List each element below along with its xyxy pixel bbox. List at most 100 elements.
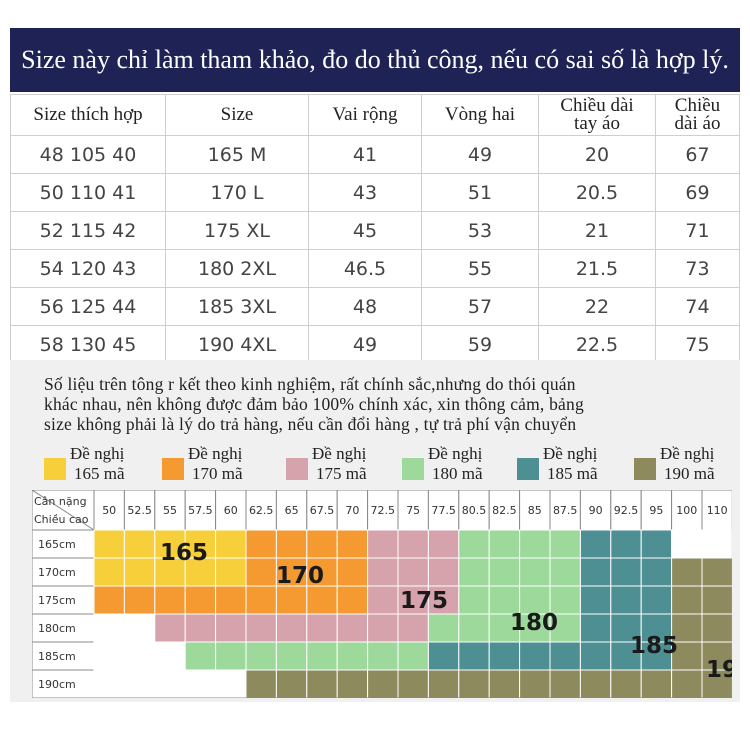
size-table-row: 50 110 41 170 L 43 51 20.5 69: [10, 173, 740, 212]
size-cell-shoulder: 49: [308, 325, 422, 364]
col-header-shoulder: Vai rộng: [308, 94, 422, 136]
legend-label: Đề nghị: [188, 444, 243, 463]
col-header-waist: Vòng hai: [421, 94, 539, 136]
grid-size-cell: [215, 613, 247, 643]
grid-weight-label: 70: [345, 504, 359, 517]
grid-size-cell: [519, 557, 551, 587]
grid-size-cell: [93, 557, 125, 587]
col-header-size: Size: [165, 94, 309, 136]
grid-size-cell: [458, 557, 490, 587]
grid-size-cell: [215, 585, 247, 615]
grid-size-cell: [488, 613, 521, 643]
disclaimer-banner: Size này chỉ làm tham khảo, đo do thủ cô…: [10, 28, 740, 92]
size-cell-sleeve: 21.5: [538, 249, 656, 288]
grid-weight-label: 92.5: [614, 504, 639, 517]
grid-size-cell: [306, 585, 338, 615]
grid-size-cell: [427, 529, 460, 559]
grid-weight-label: 85: [528, 504, 542, 517]
grid-size-cell: [275, 641, 308, 671]
legend-size: 165 mã: [74, 464, 125, 483]
grid-size-cell: [123, 585, 156, 615]
grid-weight-header-cell: [154, 490, 186, 531]
size-legend: Đề nghị 165 mã Đề nghị 170 mã Đề nghị 175 mã Đ…: [0, 444, 750, 484]
grid-size-cell: [549, 613, 581, 643]
grid-weight-header-cell: [640, 490, 673, 531]
size-cell-shoulder: 46.5: [308, 249, 422, 288]
grid-weight-label: 87.5: [553, 504, 578, 517]
grid-size-cell: [549, 669, 581, 698]
grid-size-cell: [93, 641, 125, 671]
size-table-row: 52 115 42 175 XL 45 53 21 71: [10, 211, 740, 250]
grid-size-cell: [397, 585, 429, 615]
grid-size-cell: [245, 585, 277, 615]
grid-size-cell: [488, 557, 521, 587]
grid-size-cell: [579, 529, 612, 559]
size-cell-size: 180 2XL: [165, 249, 309, 288]
grid-size-cell: [123, 557, 156, 587]
grid-weight-header-cell: [123, 490, 156, 531]
note-line-2: khác nhau, nên không được đảm bảo 100% c…: [44, 394, 584, 414]
grid-corner-weight-label: Cân nặng: [34, 495, 87, 508]
grid-size-cell: [306, 641, 338, 671]
grid-size-cell: [397, 669, 429, 698]
grid-weight-header-cell: [367, 490, 399, 531]
grid-size-cell: [427, 585, 460, 615]
grid-size-cell: [549, 529, 581, 559]
grid-size-cell: [640, 529, 673, 559]
size-note: Số liệu trên tông r kết theo kinh nghiệm…: [44, 374, 734, 434]
legend-size: 190 mã: [664, 464, 715, 483]
grid-weight-label: 75: [406, 504, 420, 517]
grid-size-cell: [184, 669, 217, 698]
size-cell-shoulder: 43: [308, 173, 422, 212]
grid-size-cell: [245, 557, 277, 587]
grid-size-label: 175: [400, 588, 448, 614]
grid-size-label: 185: [630, 633, 678, 659]
grid-weight-label: 50: [102, 504, 116, 517]
grid-height-label: 185cm: [38, 650, 76, 663]
grid-size-cell: [671, 585, 703, 615]
grid-size-cell: [245, 529, 277, 559]
grid-size-cell: [245, 613, 277, 643]
size-table-header-row: Size thích hợp Size Vai rộng Vòng hai Ch…: [10, 94, 740, 136]
grid-size-cell: [123, 641, 156, 671]
grid-weight-header-cell: [488, 490, 521, 531]
grid-weight-label: 100: [676, 504, 697, 517]
grid-size-cell: [610, 585, 642, 615]
grid-height-label: 180cm: [38, 622, 76, 635]
grid-corner-divider: [32, 490, 95, 531]
legend-size: 175 mã: [316, 464, 367, 483]
legend-swatch: [44, 458, 66, 480]
grid-size-label: 165: [160, 540, 208, 566]
size-cell-waist: 49: [421, 135, 539, 174]
grid-size-cell: [671, 557, 703, 587]
grid-size-cell: [579, 641, 612, 671]
size-cell-size: 190 4XL: [165, 325, 309, 364]
size-cell-fit: 48 105 40: [10, 135, 166, 174]
grid-size-cell: [610, 641, 642, 671]
grid-size-cell: [427, 613, 460, 643]
size-cell-fit: 50 110 41: [10, 173, 166, 212]
grid-size-label: 170: [276, 563, 324, 589]
grid-size-cell: [93, 585, 125, 615]
grid-weight-label: 62.5: [249, 504, 274, 517]
grid-size-cell: [488, 641, 521, 671]
grid-size-cell: [549, 641, 581, 671]
size-cell-length: 67: [655, 135, 740, 174]
grid-size-cell: [306, 529, 338, 559]
grid-height-label: 190cm: [38, 678, 76, 691]
grid-weight-label: 82.5: [492, 504, 517, 517]
grid-size-cell: [245, 669, 277, 698]
legend-size: 185 mã: [547, 464, 598, 483]
grid-size-cell: [367, 529, 399, 559]
legend-label: Đề nghị: [660, 444, 715, 463]
size-cell-waist: 59: [421, 325, 539, 364]
size-table-row: 48 105 40 165 M 41 49 20 67: [10, 135, 740, 174]
grid-size-cell: [336, 529, 369, 559]
grid-weight-label: 95: [649, 504, 663, 517]
grid-size-cell: [458, 613, 490, 643]
grid-weight-label: 52.5: [127, 504, 152, 517]
grid-size-cell: [154, 529, 186, 559]
grid-size-cell: [154, 557, 186, 587]
grid-size-cell: [336, 585, 369, 615]
grid-size-cell: [215, 641, 247, 671]
